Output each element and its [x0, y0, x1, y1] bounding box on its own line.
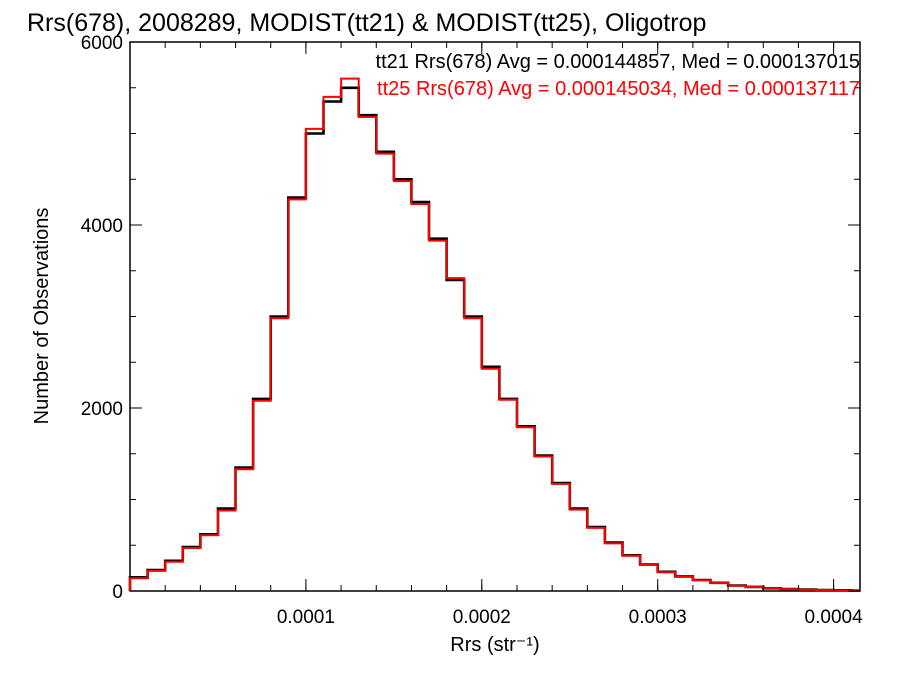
x-axis-label: Rrs (str⁻¹): [450, 634, 539, 656]
y-tick-label: 0: [112, 582, 123, 603]
y-tick-label: 4000: [81, 216, 123, 237]
plot-frame: [129, 41, 861, 592]
tick-layer: 0.0001 0.0002 0.0003 0.0004 0 2000 4000 6000: [81, 33, 863, 628]
x-tick-label: 0.0003: [629, 607, 687, 628]
chart-title: Rrs(678), 2008289, MODIST(tt21) & MODIST…: [27, 9, 706, 37]
series-line-tt25: [129, 77, 860, 592]
x-tick-label: 0.0002: [453, 607, 511, 628]
legend-entry-tt25: tt25 Rrs(678) Avg = 0.000145034, Med = 0…: [377, 78, 860, 100]
plot-area: 0.0001 0.0002 0.0003 0.0004 0 2000 4000 6000: [81, 33, 863, 628]
legend-entry-tt21: tt21 Rrs(678) Avg = 0.000144857, Med = 0…: [376, 51, 860, 73]
series-layer: [128, 77, 860, 592]
series-line-tt21: [128, 86, 860, 592]
y-tick-label: 2000: [81, 399, 123, 420]
x-tick-label: 0.0004: [805, 607, 864, 628]
x-tick-label: 0.0001: [277, 607, 335, 628]
y-tick-label: 6000: [81, 33, 123, 54]
legend: tt21 Rrs(678) Avg = 0.000144857, Med = 0…: [376, 51, 860, 100]
y-axis-label: Number of Observations: [31, 208, 53, 425]
